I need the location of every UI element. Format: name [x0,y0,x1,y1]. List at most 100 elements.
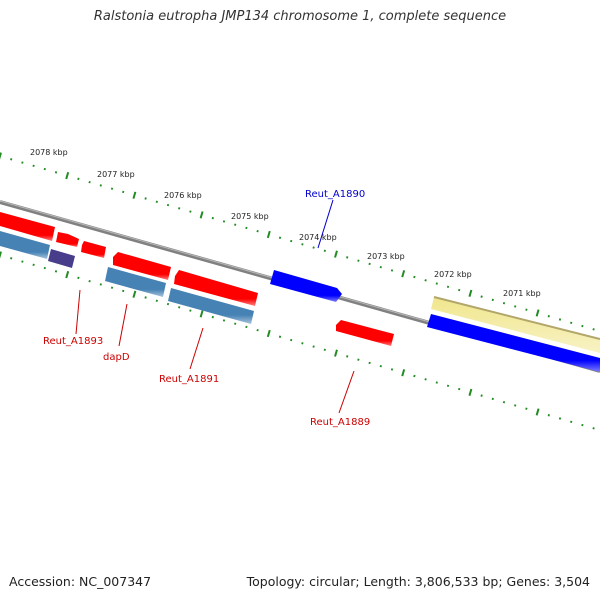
minor-tick [435,282,438,285]
feature-bar-steel[interactable] [105,267,166,297]
minor-tick [10,158,13,161]
major-tick [535,309,540,317]
minor-tick [357,259,360,262]
scale-label: 2078 kbp [30,148,68,157]
minor-tick [458,288,461,292]
minor-tick [323,249,326,253]
feature-bar-yellow[interactable] [431,297,600,353]
minor-tick [458,387,461,391]
major-tick [468,289,473,297]
accession-label: Accession: NC_007347 [9,574,152,589]
minor-tick [290,338,293,342]
scale-label: 2074 kbp [299,233,337,242]
minor-tick [43,266,46,270]
gene-label-reut-a1891[interactable]: Reut_A1891 [159,374,219,385]
major-tick [199,211,204,219]
minor-tick [222,319,226,322]
minor-tick [234,322,237,325]
minor-tick [390,269,394,272]
minor-tick [357,358,360,361]
minor-tick [234,223,237,226]
minor-tick [592,328,595,331]
minor-tick [110,187,114,190]
major-tick [65,270,70,279]
gene-label-dapd[interactable]: dapD [103,352,130,363]
minor-tick [547,315,550,318]
minor-tick [346,355,349,358]
feature-bar-steel[interactable] [0,231,50,259]
gene-label-reut-a1890[interactable]: Reut_A1890 [305,189,365,200]
minor-tick [581,324,584,328]
minor-tick [480,295,483,298]
leader-line [118,303,128,347]
minor-tick [43,167,46,171]
minor-tick [301,342,304,345]
minor-tick [122,289,125,293]
gene-arrow-blue[interactable] [427,314,600,372]
minor-tick [278,335,282,338]
minor-tick [424,279,427,282]
minor-tick [312,246,315,249]
minor-tick [278,236,282,239]
minor-tick [502,301,506,305]
minor-tick [390,368,394,371]
major-tick [266,329,271,338]
gene-arrow-red[interactable] [81,241,106,258]
minor-tick [10,257,13,260]
minor-tick [32,263,35,267]
major-tick [401,270,406,278]
minor-tick [99,283,102,286]
scale-label: 2071 kbp [503,289,541,298]
leader-line [338,370,355,414]
minor-tick [21,161,24,164]
minor-tick [178,306,181,309]
major-tick [334,250,338,258]
major-tick [468,388,473,396]
minor-tick [446,285,450,289]
minor-tick [110,286,114,289]
minor-tick [368,361,371,365]
gene-arrow-red[interactable] [56,232,79,247]
sequence-stats-label: Topology: circular; Length: 3,806,533 bp… [246,574,590,589]
minor-tick [413,374,416,378]
leader-line [189,327,204,370]
minor-tick [491,397,494,401]
minor-tick [592,427,595,430]
major-tick [535,408,540,416]
minor-tick [256,329,259,332]
minor-tick [379,364,382,368]
gene-label-reut-a1893[interactable]: Reut_A1893 [43,336,103,347]
minor-tick [514,404,517,407]
minor-tick [301,243,304,246]
minor-tick [480,394,483,397]
minor-tick [312,345,315,348]
major-tick [0,152,2,160]
minor-tick [491,298,494,302]
major-tick [401,369,406,377]
minor-tick [211,315,214,319]
major-tick [266,230,271,239]
scale-label: 2077 kbp [97,170,135,179]
gene-arrow-red[interactable] [0,212,55,241]
gene-arrow-red[interactable] [174,270,258,306]
gene-arrow-red[interactable] [113,252,171,280]
minor-tick [189,210,192,213]
minor-tick [514,305,517,308]
gene-label-reut-a1889[interactable]: Reut_A1889 [310,417,370,428]
minor-tick [21,260,24,263]
minor-tick [178,207,181,210]
feature-bar-dark[interactable] [48,249,75,268]
gene-arrow-red[interactable] [336,320,394,346]
feature-bar-steel[interactable] [168,288,254,324]
major-tick [132,290,137,298]
minor-tick [211,216,214,220]
minor-tick [245,325,248,329]
minor-tick [77,276,80,280]
gene-arrow-blue[interactable] [270,270,342,302]
minor-tick [155,200,158,203]
feature-bar-yellow-edge [433,296,600,340]
minor-tick [99,184,102,187]
major-tick [65,171,70,180]
minor-tick [346,256,349,259]
